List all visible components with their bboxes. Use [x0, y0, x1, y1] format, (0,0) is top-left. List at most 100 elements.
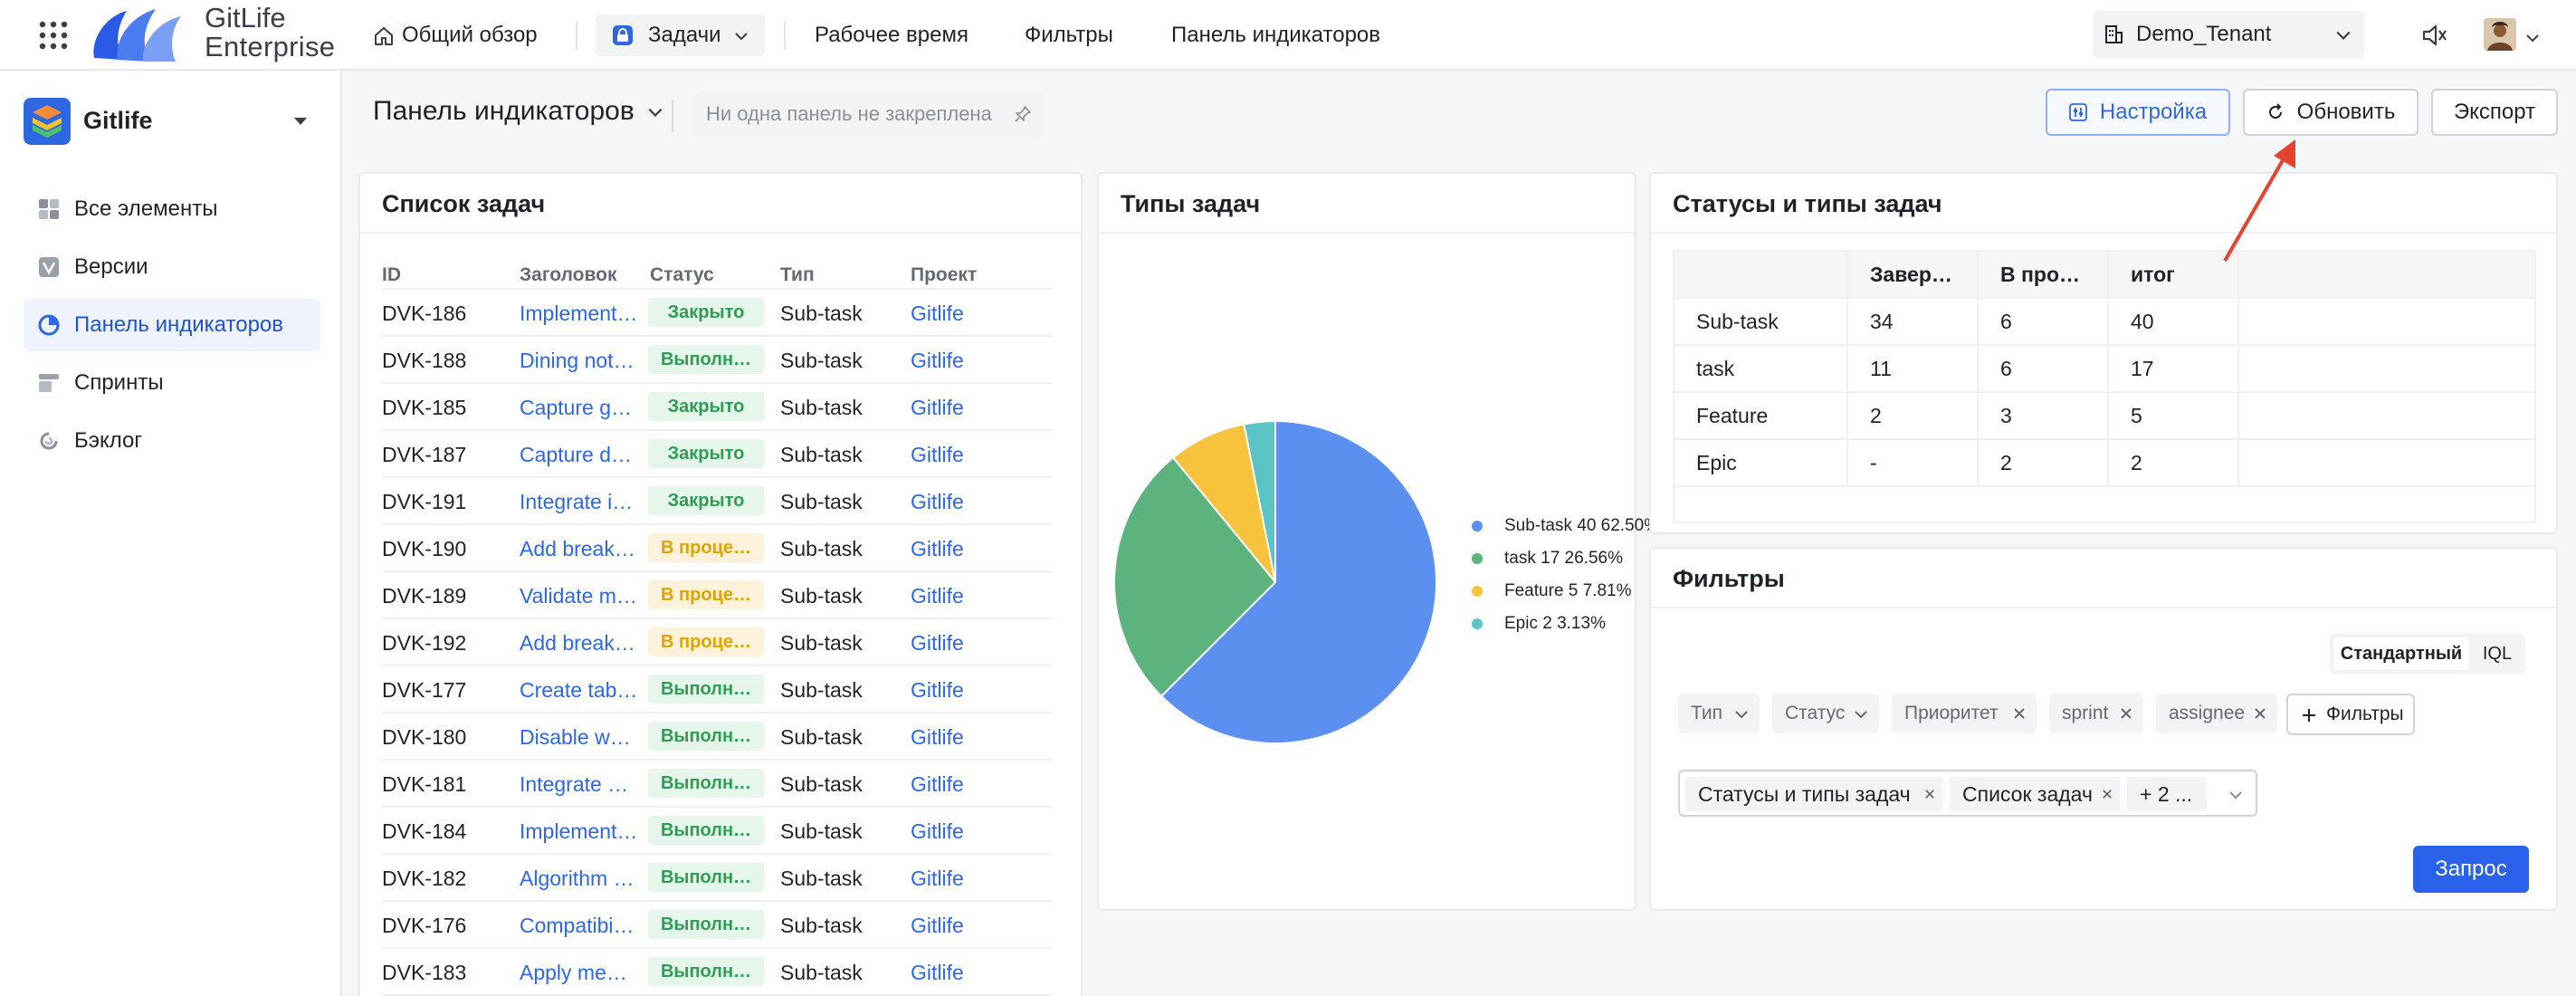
pie-slice-sub-task[interactable]	[1159, 419, 1437, 744]
pinned-panel-field[interactable]: Ни одна панель не закреплена	[695, 91, 1043, 138]
table-row[interactable]: DVK-191 Integrate i… Закрыто Sub-task Gitlif…	[382, 478, 1052, 525]
column-header[interactable]: итог	[2107, 250, 2239, 299]
task-project-link[interactable]: Gitlife	[911, 584, 964, 608]
refresh-button[interactable]: Обновить	[2243, 89, 2419, 136]
task-project-link[interactable]: Gitlife	[911, 349, 964, 372]
sidebar-item-dashboard[interactable]: Панель индикаторов	[24, 299, 320, 351]
filter-chip-sprint[interactable]: sprint	[2049, 694, 2143, 733]
task-title-link[interactable]: Add break…	[520, 537, 635, 560]
sidebar-item-versions[interactable]: Версии	[24, 241, 320, 293]
pie-slice-task[interactable]	[1113, 455, 1277, 698]
task-title-link[interactable]: Implement…	[520, 302, 637, 325]
column-header-status[interactable]: Статус	[650, 264, 714, 285]
close-icon[interactable]	[2120, 707, 2132, 720]
task-project-link[interactable]: Gitlife	[911, 490, 964, 513]
mute-icon[interactable]	[2420, 22, 2447, 49]
task-types-pie-chart[interactable]	[1108, 415, 1443, 750]
task-project-link[interactable]: Gitlife	[911, 725, 964, 749]
more-panels-chip[interactable]: + 2 ...	[2127, 777, 2207, 811]
task-title-link[interactable]: Algorithm …	[520, 867, 634, 890]
filter-chip-priority[interactable]: Приоритет	[1892, 694, 2037, 733]
nav-dashboard[interactable]: Панель индикаторов	[1171, 23, 1381, 47]
user-avatar[interactable]	[2484, 18, 2516, 51]
legend-item-task[interactable]: task 17 26.56%	[1472, 547, 1623, 570]
task-title-link[interactable]: Compatibi…	[520, 914, 634, 937]
close-icon[interactable]	[2013, 707, 2026, 720]
app-grid-icon[interactable]	[38, 20, 69, 51]
table-row[interactable]: DVK-189 Validate m… В проце… Sub-task Gitlif…	[382, 572, 1052, 619]
nav-tasks[interactable]: Задачи	[596, 14, 766, 56]
table-row[interactable]: DVK-181 Integrate … Выполн… Sub-task Gitlife	[382, 761, 1052, 808]
pie-slice-epic[interactable]	[1243, 419, 1276, 583]
settings-button[interactable]: Настройка	[2046, 89, 2230, 136]
nav-work-time[interactable]: Рабочее время	[815, 23, 968, 47]
panel-multiselect[interactable]: Статусы и типы задач Список задач + 2 ..…	[1678, 770, 2257, 817]
task-project-link[interactable]: Gitlife	[911, 631, 964, 655]
task-title-link[interactable]: Validate m…	[520, 584, 637, 608]
task-project-link[interactable]: Gitlife	[911, 819, 964, 843]
filter-chip-assignee[interactable]: assignee	[2156, 694, 2277, 733]
add-filter-button[interactable]: Фильтры	[2286, 694, 2415, 735]
task-title-link[interactable]: Create tab…	[520, 678, 637, 702]
close-icon[interactable]	[2102, 789, 2113, 800]
table-row[interactable]: DVK-192 Add break… В проце… Sub-task Gitlife	[382, 619, 1052, 666]
task-title-link[interactable]: Disable w…	[520, 725, 631, 749]
task-project-link[interactable]: Gitlife	[911, 961, 964, 984]
sidebar-item-sprints[interactable]: Спринты	[24, 357, 320, 409]
column-header[interactable]: Завер…	[1846, 250, 1979, 299]
selected-panel-chip[interactable]: Список задач	[1950, 777, 2120, 811]
mode-standard-tab[interactable]: Стандартный	[2333, 637, 2469, 670]
legend-item-feature[interactable]: Feature 5 7.81%	[1472, 579, 1631, 603]
table-row[interactable]: DVK-183 Apply me… Выполн… Sub-task Gitlife	[382, 949, 1052, 996]
table-row[interactable]: DVK-184 Implement… Выполн… Sub-task Gitlife	[382, 808, 1052, 855]
task-project-link[interactable]: Gitlife	[911, 537, 964, 560]
task-title-link[interactable]: Capture g…	[520, 396, 633, 419]
task-title-link[interactable]: Add break…	[520, 631, 635, 655]
selected-panel-chip[interactable]: Статусы и типы задач	[1685, 777, 1942, 811]
close-icon[interactable]	[1924, 789, 1935, 800]
table-row[interactable]: DVK-182 Algorithm … Выполн… Sub-task Gitlife	[382, 855, 1052, 902]
column-header-title[interactable]: Заголовок	[520, 264, 617, 285]
table-row[interactable]: DVK-188 Dining not… Выполн… Sub-task Gitlife	[382, 337, 1052, 384]
task-title-link[interactable]: Capture d…	[520, 443, 633, 466]
column-header[interactable]: В про…	[1977, 250, 2109, 299]
task-project-link[interactable]: Gitlife	[911, 678, 964, 702]
table-row[interactable]: DVK-177 Create tab… Выполн… Sub-task Gitlife	[382, 666, 1052, 713]
project-switcher[interactable]: Gitlife	[24, 96, 322, 148]
filter-chip-status[interactable]: Статус	[1772, 694, 1879, 733]
gitlife-logo[interactable]	[87, 4, 185, 65]
task-title-link[interactable]: Implement…	[520, 819, 637, 843]
task-title-link[interactable]: Integrate i…	[520, 490, 634, 513]
sidebar-item-backlog[interactable]: Бэклог	[24, 415, 320, 467]
table-row[interactable]: DVK-187 Capture d… Закрыто Sub-task Gitlife	[382, 431, 1052, 478]
task-title-link[interactable]: Dining not…	[520, 349, 634, 372]
table-row[interactable]: DVK-180 Disable w… Выполн… Sub-task Gitlife	[382, 713, 1052, 761]
close-icon[interactable]	[2254, 707, 2266, 720]
query-button[interactable]: Запрос	[2413, 846, 2529, 893]
chevron-down-icon[interactable]	[2525, 31, 2540, 45]
column-header-id[interactable]: ID	[382, 264, 401, 285]
table-row[interactable]: DVK-190 Add break… В проце… Sub-task Gitlife	[382, 525, 1052, 572]
task-title-link[interactable]: Integrate …	[520, 772, 629, 796]
table-row[interactable]: DVK-176 Compatibi… Выполн… Sub-task Gitlife	[382, 902, 1052, 949]
dashboard-select[interactable]: Панель индикаторов	[373, 96, 663, 127]
filter-chip-type[interactable]: Тип	[1678, 694, 1760, 733]
table-row[interactable]: DVK-186 Implement… Закрыто Sub-task Gitlife	[382, 290, 1052, 337]
tenant-select[interactable]: Demo_Tenant	[2093, 11, 2364, 58]
task-project-link[interactable]: Gitlife	[911, 443, 964, 466]
mode-iql-tab[interactable]: IQL	[2482, 644, 2513, 664]
nav-overview[interactable]: Общий обзор	[373, 14, 538, 56]
task-project-link[interactable]: Gitlife	[911, 914, 964, 937]
task-project-link[interactable]: Gitlife	[911, 867, 964, 890]
task-project-link[interactable]: Gitlife	[911, 302, 964, 325]
task-project-link[interactable]: Gitlife	[911, 772, 964, 796]
table-row[interactable]: DVK-185 Capture g… Закрыто Sub-task Gitlife	[382, 384, 1052, 431]
task-title-link[interactable]: Apply me…	[520, 961, 627, 984]
sidebar-item-all[interactable]: Все элементы	[24, 183, 320, 235]
task-project-link[interactable]: Gitlife	[911, 396, 964, 419]
column-header-project[interactable]: Проект	[911, 264, 978, 285]
export-button[interactable]: Экспорт	[2431, 89, 2558, 136]
nav-filters[interactable]: Фильтры	[1025, 23, 1113, 47]
legend-item-epic[interactable]: Epic 2 3.13%	[1472, 612, 1606, 636]
column-header-type[interactable]: Тип	[780, 264, 815, 285]
